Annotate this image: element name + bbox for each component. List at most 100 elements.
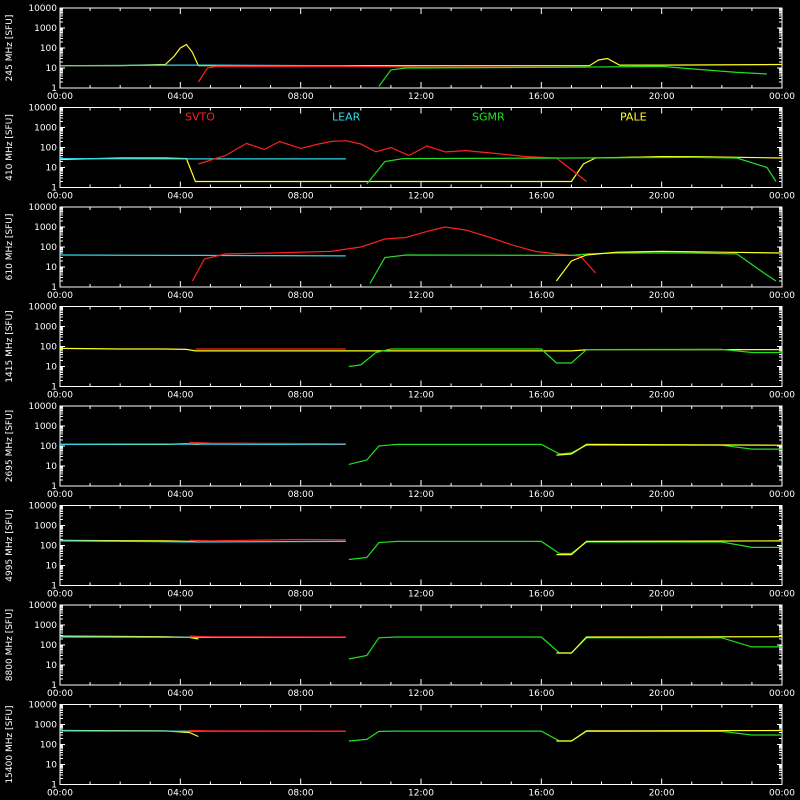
panel-4: 1 10 100 1000 10000 00:00 04:00 08:00 12:00 16:00… — [5, 402, 795, 500]
series-svto — [198, 140, 587, 182]
panel-5: 1 10 100 1000 10000 00:00 04:00 08:00 12:00 16:00… — [5, 502, 795, 600]
series-pale — [556, 540, 783, 556]
x-tick-label: 20:00 — [649, 689, 675, 699]
x-tick-label: 16:00 — [528, 490, 554, 500]
y-tick-label: 10 — [46, 761, 58, 771]
panel-1: 1 10 100 1000 10000 00:00 04:00 08:00 12:00 16:00… — [5, 104, 795, 202]
x-tick-label: 00:00 — [769, 590, 795, 600]
plot-frame — [59, 306, 783, 387]
x-tick-label: 00:00 — [47, 391, 73, 401]
series-lear — [59, 64, 346, 67]
series-sgmr — [348, 540, 782, 561]
x-tick-label: 08:00 — [288, 192, 314, 202]
x-tick-label: 08:00 — [288, 689, 314, 699]
series-pale — [60, 43, 783, 67]
panel-6: 1 10 100 1000 10000 00:00 04:00 08:00 12:00 16:00… — [5, 601, 795, 699]
x-tick-label: 20:00 — [649, 291, 675, 301]
y-axis-label: 410 MHz [SFU] — [5, 114, 15, 181]
x-tick-label: 04:00 — [167, 291, 193, 301]
series-sgmr — [348, 636, 782, 660]
y-tick-label: 1 — [51, 482, 57, 492]
x-tick-label: 04:00 — [167, 689, 193, 699]
x-tick-label: 08:00 — [288, 92, 314, 102]
series-svto — [197, 65, 587, 83]
series-pale — [556, 636, 783, 654]
x-tick-label: 04:00 — [167, 92, 193, 102]
series-pale — [59, 156, 783, 183]
series-sgmr — [348, 348, 782, 368]
y-tick-label: 1000 — [34, 323, 57, 333]
y-tick-label: 10 — [46, 462, 58, 472]
x-tick-label: 12:00 — [408, 192, 434, 202]
panel-3: 1 10 100 1000 10000 00:00 04:00 08:00 12:00 16:00… — [5, 303, 795, 401]
x-tick-label: 12:00 — [408, 590, 434, 600]
y-tick-label: 100 — [40, 44, 57, 54]
y-tick-label: 100 — [40, 641, 57, 651]
y-tick-label: 10 — [46, 64, 58, 74]
plot-frame — [59, 505, 783, 586]
x-tick-label: 08:00 — [288, 391, 314, 401]
x-tick-label: 00:00 — [47, 590, 73, 600]
legend-svto: SVTO — [185, 111, 215, 124]
x-tick-label: 16:00 — [528, 789, 554, 799]
y-tick-label: 1 — [51, 84, 57, 94]
x-tick-label: 00:00 — [769, 291, 795, 301]
x-tick-label: 20:00 — [649, 192, 675, 202]
series-sgmr — [369, 252, 777, 284]
y-axis-label: 8800 MHz [SFU] — [5, 609, 15, 681]
x-tick-label: 12:00 — [408, 490, 434, 500]
x-tick-label: 20:00 — [649, 92, 675, 102]
x-tick-label: 00:00 — [769, 92, 795, 102]
x-tick-label: 00:00 — [769, 192, 795, 202]
x-tick-label: 16:00 — [528, 590, 554, 600]
x-tick-label: 00:00 — [769, 490, 795, 500]
plot-frame — [59, 107, 783, 188]
y-tick-label: 1000 — [34, 721, 57, 731]
x-tick-label: 00:00 — [47, 92, 73, 102]
series-lear — [59, 254, 346, 257]
legend-pale: PALE — [620, 111, 647, 124]
legend-sgmr: SGMR — [472, 111, 505, 124]
series-sgmr — [348, 730, 782, 742]
y-tick-label: 1000 — [34, 522, 57, 532]
y-tick-label: 10 — [46, 263, 58, 273]
y-tick-label: 1000 — [34, 422, 57, 432]
x-tick-label: 20:00 — [649, 490, 675, 500]
y-tick-label: 10000 — [28, 4, 57, 14]
y-axis-label: 2695 MHz [SFU] — [5, 410, 15, 482]
series-sgmr — [348, 443, 782, 465]
y-tick-label: 100 — [40, 243, 57, 253]
x-tick-label: 04:00 — [167, 490, 193, 500]
series-svto — [189, 538, 346, 542]
y-tick-label: 1 — [51, 781, 57, 791]
x-tick-label: 16:00 — [528, 92, 554, 102]
y-tick-label: 1 — [51, 582, 57, 592]
x-tick-label: 16:00 — [528, 689, 554, 699]
plot-frame — [59, 206, 783, 288]
y-tick-label: 10 — [46, 363, 58, 373]
y-tick-label: 10000 — [28, 303, 57, 313]
x-tick-label: 08:00 — [288, 490, 314, 500]
y-tick-label: 1000 — [34, 621, 57, 631]
y-axis-label: 4995 MHz [SFU] — [5, 509, 15, 581]
y-tick-label: 1 — [51, 383, 57, 393]
x-tick-label: 08:00 — [288, 590, 314, 600]
y-tick-label: 10000 — [28, 502, 57, 512]
x-tick-label: 20:00 — [649, 789, 675, 799]
y-tick-label: 10 — [46, 661, 58, 671]
x-tick-label: 08:00 — [288, 291, 314, 301]
y-axis-label: 245 MHz [SFU] — [5, 15, 15, 82]
x-tick-label: 00:00 — [47, 789, 73, 799]
series-pale — [556, 443, 783, 456]
y-tick-label: 100 — [40, 542, 57, 552]
y-tick-label: 10000 — [28, 203, 57, 213]
x-tick-label: 12:00 — [408, 291, 434, 301]
series-sgmr — [366, 156, 777, 185]
x-tick-label: 00:00 — [47, 291, 73, 301]
y-tick-label: 100 — [40, 741, 57, 751]
y-tick-label: 100 — [40, 343, 57, 353]
series-pale — [555, 250, 783, 282]
y-axis-label: 15400 MHz [SFU] — [5, 705, 15, 783]
x-tick-label: 00:00 — [769, 789, 795, 799]
series-svto — [191, 226, 596, 282]
